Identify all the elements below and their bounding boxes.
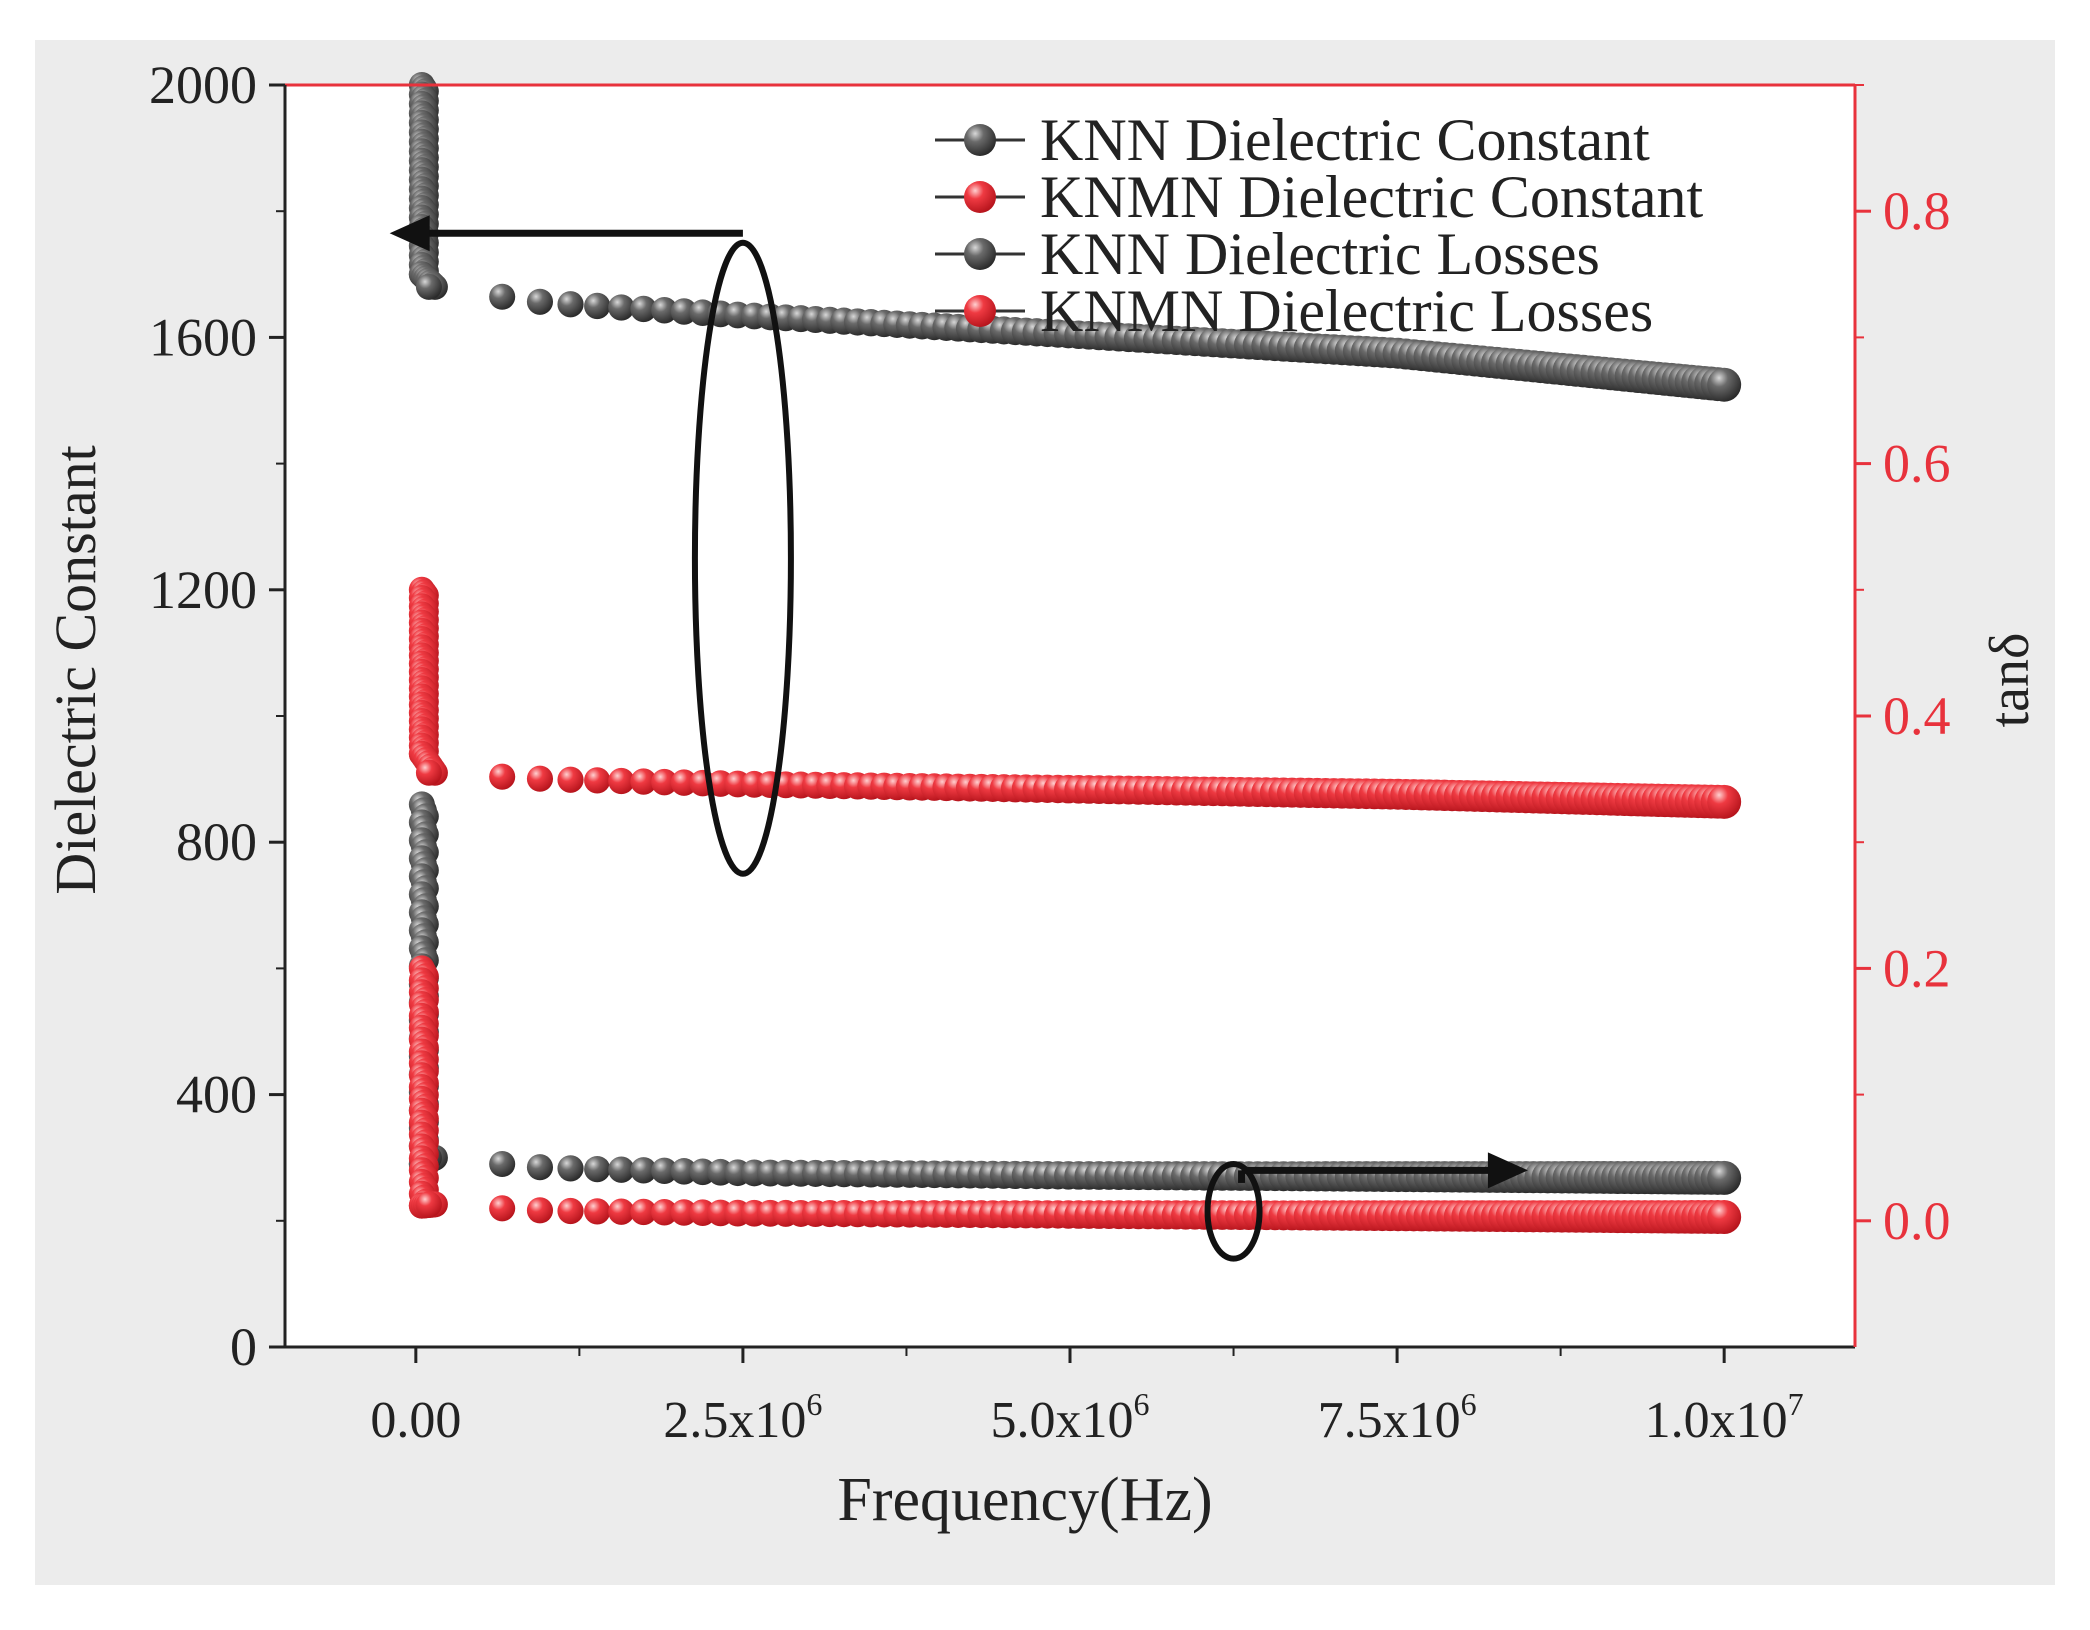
data-point [526,1197,554,1224]
annotation-ellipse [691,239,794,877]
annotation-arrow-head [1487,1152,1528,1189]
y-tick-label: 2000 [149,55,257,115]
data-point [557,1197,584,1225]
y-axis-label: Dielectric Constant [43,445,108,894]
data-point [630,295,657,323]
data-point [651,1198,678,1226]
data-point [651,1157,678,1185]
y2-tick-label: 0.8 [1883,181,1951,241]
data-point [557,766,584,793]
x-tick-label: 5.0x106 [991,1386,1150,1449]
legend-label: KNN Dielectric Constant [1040,107,1650,173]
data-points [408,72,1742,1235]
x-tick-label: 7.5x106 [1318,1386,1477,1449]
annotation-arrow-head [389,215,430,252]
y-tick-label: 0 [230,1317,257,1377]
data-point [526,288,554,315]
x-tick-label: 1.0x107 [1645,1386,1804,1449]
legend-marker [964,124,996,156]
series-knmn-dielectric-losses [408,955,1742,1235]
data-point [415,1191,442,1218]
x-tick-label: 2.5x106 [663,1386,822,1449]
data-point [489,283,516,310]
data-point [630,1198,657,1226]
legend-label: KNMN Dielectric Losses [1040,278,1653,344]
legend-item: KNMN Dielectric Losses [935,278,1653,344]
data-point [415,273,442,300]
data-point [1707,1200,1742,1235]
data-point [608,1198,635,1225]
data-point [630,1157,657,1184]
y2-tick-label: 0.2 [1883,938,1951,998]
data-point [415,759,442,786]
y2-tick-label: 0.4 [1883,686,1951,746]
annotations [389,215,1528,1262]
data-point [670,1199,698,1226]
data-point [608,1156,635,1183]
data-point [557,291,584,318]
data-point [489,1195,516,1222]
y-tick-label: 1600 [149,307,257,367]
legend-item: KNN Dielectric Losses [935,221,1600,287]
data-point [584,1198,611,1225]
y-tick-label: 800 [176,812,257,872]
legend-marker [964,181,996,213]
data-point [630,768,657,795]
data-point [651,297,678,324]
x-tick-label: 0.00 [370,1392,461,1449]
data-point [489,1150,516,1178]
data-point [670,1158,698,1185]
y-tick-label: 1200 [149,560,257,620]
data-point [489,763,516,790]
data-point [584,292,611,320]
y-tick-label: 400 [176,1065,257,1125]
legend-label: KNMN Dielectric Constant [1040,164,1704,230]
legend-marker [964,238,996,270]
legend-label: KNN Dielectric Losses [1040,221,1600,287]
data-point [1707,367,1742,402]
axis-ticks: 0.00 2.5x106 5.0x106 7.5x106 1.0x107 0 400 800 1… [149,55,1951,1449]
annotation-ellipse [1204,1161,1263,1262]
series-knmn-dielectric-constant [408,576,1742,819]
y2-axis-label: tanδ [1979,633,2041,728]
data-point [584,1155,611,1183]
data-point [608,294,635,321]
legend-marker [964,295,996,327]
data-point [651,768,678,796]
legend-item: KNMN Dielectric Constant [935,164,1704,230]
x-axis-label: Frequency(Hz) [837,1466,1212,1534]
data-point [670,769,698,796]
y2-tick-label: 0.0 [1883,1191,1951,1251]
data-point [1707,784,1742,819]
series-knn-dielectric-constant [408,72,1742,402]
data-point [526,1154,554,1181]
data-point [608,767,635,795]
data-point [526,765,554,792]
data-point [557,1155,584,1182]
legend-item: KNN Dielectric Constant [935,107,1650,173]
y2-tick-label: 0.6 [1883,434,1951,494]
data-point [1707,1160,1742,1195]
data-point [584,767,611,794]
